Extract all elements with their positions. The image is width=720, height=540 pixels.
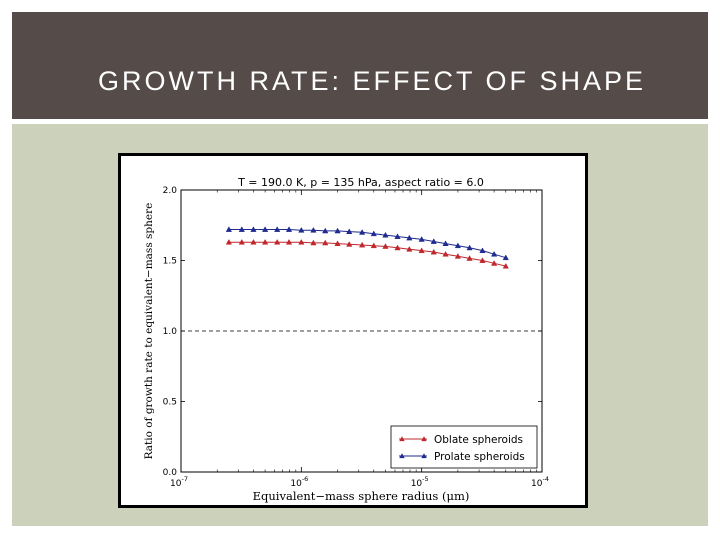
data-point-oblate [502, 262, 509, 269]
data-point-oblate [394, 244, 401, 251]
data-point-oblate [442, 250, 449, 257]
x-tick-exponent: -4 [542, 475, 548, 483]
x-tick-label: 10-4 [531, 475, 549, 489]
data-point-oblate [479, 257, 486, 263]
data-point-oblate [250, 238, 257, 245]
y-axis-label: Ratio of growth rate to equivalent−mass … [143, 203, 155, 460]
data-point-oblate [490, 260, 498, 266]
legend-marker [399, 453, 405, 459]
data-point-prolate [442, 240, 449, 246]
data-point-prolate [394, 233, 401, 239]
x-tick-label: 10-6 [290, 475, 308, 489]
data-point-oblate [406, 246, 413, 252]
legend-marker [421, 436, 427, 442]
data-point-oblate [418, 247, 425, 254]
data-point-prolate [298, 226, 305, 233]
y-tick-label: 1.0 [163, 327, 178, 337]
plot-area [180, 189, 543, 473]
legend-marker [399, 436, 405, 442]
y-tick-label: 2.0 [163, 186, 178, 196]
data-point-prolate [274, 226, 281, 232]
x-tick-base: 10 [170, 479, 182, 489]
y-tick-label: 0.5 [163, 398, 177, 408]
data-point-oblate [238, 238, 245, 245]
x-tick-label: 10-5 [411, 475, 429, 489]
data-point-prolate [490, 250, 498, 257]
slide-title: GROWTH RATE: EFFECT OF SHAPE [98, 66, 647, 96]
y-tick-label: 0.0 [163, 468, 178, 478]
data-point-oblate [274, 238, 281, 245]
x-tick-exponent: -6 [302, 475, 308, 483]
data-point-prolate [358, 229, 366, 235]
x-tick-exponent: -5 [422, 475, 428, 483]
data-point-prolate [261, 226, 269, 232]
x-tick-base: 10 [290, 479, 302, 489]
chart-figure: 0.0 0.5 1.0 1.5 2.0 10-7 10-6 10-5 10-4 T = 190.… [118, 153, 588, 508]
chart-title: T = 190.0 K, p = 135 hPa, aspect ratio =… [237, 176, 484, 189]
x-tick-base: 10 [531, 479, 543, 489]
data-point-oblate [298, 238, 305, 245]
growth-rate-chart: 0.00.51.01.52.010-7 10-6 10-5 10-4 T = 190.… [143, 176, 549, 503]
data-point-oblate [334, 240, 341, 246]
data-point-prolate [430, 238, 437, 244]
data-point-oblate [322, 239, 329, 246]
data-point-oblate [466, 255, 473, 261]
data-point-prolate [479, 247, 486, 254]
y-tick-label: 1.5 [163, 257, 177, 267]
data-point-oblate [370, 242, 377, 249]
data-point-prolate [382, 231, 389, 238]
data-point-prolate [322, 227, 329, 234]
data-point-oblate [346, 241, 353, 247]
data-point-oblate [430, 248, 437, 255]
data-point-prolate [418, 236, 425, 242]
data-point-prolate [370, 230, 377, 237]
data-point-prolate [502, 254, 509, 261]
data-point-oblate [358, 241, 366, 248]
data-point-prolate [466, 244, 473, 251]
data-point-prolate [334, 227, 341, 234]
slide-title-bar: GROWTH RATE: EFFECT OF SHAPE [12, 12, 708, 119]
legend-box [390, 425, 538, 469]
data-point-prolate [346, 228, 353, 235]
data-point-oblate [261, 238, 269, 245]
data-point-oblate [225, 238, 233, 245]
legend: Oblate spheroids Prolate spheroids [390, 425, 538, 469]
legend-marker [421, 453, 427, 459]
data-point-prolate [406, 234, 413, 241]
data-point-prolate [310, 226, 317, 233]
legend-label: Prolate spheroids [434, 451, 525, 463]
data-point-prolate [250, 226, 257, 232]
x-tick-label: 10-7 [170, 475, 188, 489]
legend-label: Oblate spheroids [434, 434, 523, 446]
x-tick-exponent: -7 [181, 475, 187, 483]
x-tick-base: 10 [411, 479, 423, 489]
data-point-prolate [225, 226, 233, 232]
data-point-prolate [454, 242, 462, 249]
data-point-oblate [310, 239, 317, 246]
data-point-oblate [454, 253, 462, 259]
data-point-oblate [382, 243, 389, 249]
data-point-prolate [238, 226, 245, 232]
x-axis-label: Equivalent−mass sphere radius (μm) [253, 489, 470, 503]
data-point-oblate [285, 238, 293, 245]
data-point-prolate [285, 226, 293, 232]
